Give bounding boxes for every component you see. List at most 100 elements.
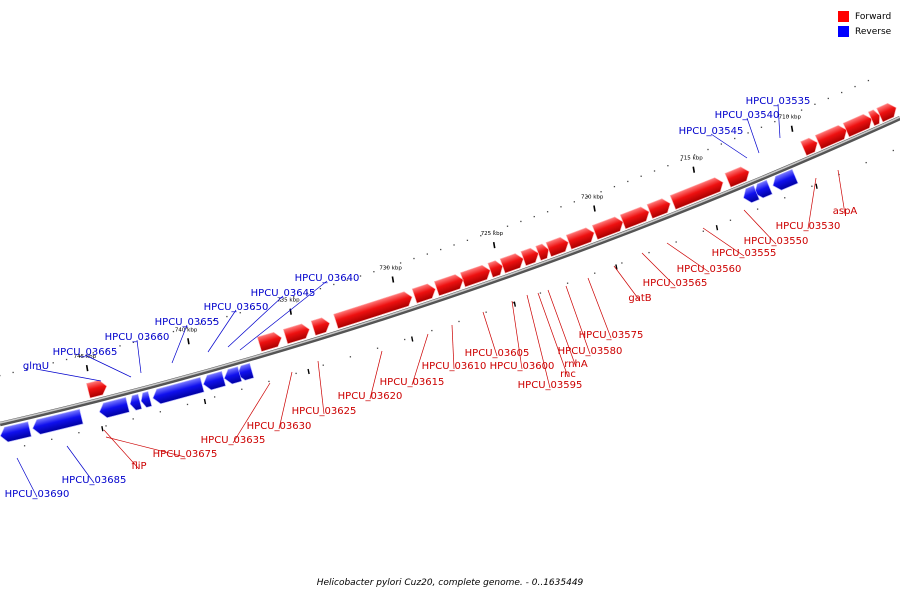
scale-tick-label: 715 kbp	[680, 156, 703, 162]
gene-leader-line	[411, 333, 429, 386]
gene-label: HPCU_03545	[679, 126, 744, 137]
gene-forward	[565, 227, 595, 250]
gene-forward	[499, 253, 524, 274]
scale-dot-lower	[729, 219, 732, 221]
scale-dot-lower	[458, 320, 460, 323]
scale-dot	[39, 365, 41, 367]
gene-shape	[669, 177, 724, 210]
scale-dot	[386, 266, 388, 269]
scale-tick-lower	[203, 398, 207, 405]
scale-dot	[79, 355, 81, 357]
gene-leader-line	[84, 354, 132, 378]
gene-shape	[256, 331, 282, 352]
gene-label: HPCU_03550	[744, 236, 809, 247]
gene-label: HPCU_03620	[338, 391, 403, 402]
scale-tick-label: 710 kbp	[779, 115, 802, 121]
scale-dot-lower	[186, 403, 189, 406]
scale-dot	[359, 275, 362, 277]
scale-tick-label: 725 kbp	[481, 231, 504, 237]
gene-leader-line	[227, 295, 284, 348]
gene-forward	[591, 216, 624, 240]
gene-leader-line	[16, 457, 38, 498]
scale-tick-label: 735 kbp	[277, 298, 300, 304]
gene-shape	[646, 198, 671, 219]
gene-reverse	[0, 421, 32, 443]
gene-label: HPCU_03635	[201, 435, 266, 446]
gene-forward	[333, 291, 413, 329]
scale-dot	[212, 319, 215, 322]
scale-tick-lower	[101, 426, 104, 432]
legend: Forward Reverse	[838, 9, 891, 39]
gene-label: glmU	[23, 361, 49, 372]
scale-dot-lower	[485, 311, 487, 313]
gene-shape	[867, 109, 880, 127]
gene-forward	[310, 317, 330, 336]
gene-label: HPCU_03655	[155, 317, 220, 328]
scale-dot-lower	[675, 241, 677, 243]
gene-shape	[223, 366, 243, 385]
gene-reverse	[743, 185, 760, 204]
gene-reverse	[236, 362, 255, 381]
scale-dot-lower	[594, 272, 596, 274]
gene-shape	[520, 247, 539, 267]
gene-leader-line	[807, 177, 817, 230]
gene-label: HPCU_03565	[643, 278, 708, 289]
scale-tick	[85, 364, 89, 372]
scale-dot	[747, 132, 749, 134]
gene-leader-line	[777, 103, 781, 139]
scale-dot-lower	[431, 329, 433, 332]
gene-label: HPCU_03580	[558, 346, 623, 357]
scale-dot	[226, 315, 228, 318]
scale-tick-lower	[307, 368, 310, 375]
gene-leader-line	[317, 360, 325, 415]
gene-forward	[814, 125, 848, 150]
scale-dot	[693, 154, 696, 156]
forward-swatch	[838, 11, 849, 22]
gene-shape	[743, 185, 760, 204]
scale-dot	[546, 211, 549, 213]
scale-dot-lower	[322, 364, 324, 366]
scale-dot-lower	[241, 388, 243, 390]
gene-forward	[256, 331, 282, 352]
gene-shape	[459, 264, 491, 288]
gene-label: fliP	[131, 461, 146, 472]
gene-reverse	[129, 393, 143, 411]
gene-reverse	[203, 371, 227, 391]
scale-dot	[573, 201, 575, 203]
gene-shape	[565, 227, 595, 250]
gene-leader-line	[710, 133, 748, 159]
scale-tick-lower	[411, 336, 414, 342]
gene-shape	[842, 113, 873, 138]
scale-dot	[65, 358, 68, 361]
scale-dot	[399, 262, 402, 264]
scale-dot	[426, 253, 428, 255]
gene-forward	[724, 166, 750, 188]
gene-shape	[86, 379, 108, 399]
legend-reverse: Reverse	[838, 24, 891, 39]
scale-dot-lower	[756, 208, 759, 210]
scale-dot	[480, 235, 482, 237]
gene-shape	[772, 168, 799, 191]
gene-label: HPCU_03530	[776, 221, 841, 232]
gene-forward	[619, 206, 650, 230]
scale-dot-lower	[51, 438, 53, 440]
scale-dot	[199, 323, 201, 325]
gene-label: HPCU_03600	[490, 361, 555, 372]
map-caption: Helicobacter pylori Cuz20, complete geno…	[316, 578, 584, 588]
gene-shape	[411, 283, 436, 304]
scale-dot	[867, 79, 870, 82]
gene-shape	[310, 317, 330, 336]
scale-tick-lower	[513, 301, 516, 307]
gene-leader-line	[136, 339, 142, 374]
gene-forward	[487, 260, 503, 278]
gene-leader-line	[482, 311, 498, 357]
scale-dot	[186, 327, 188, 329]
gene-label: HPCU_03535	[746, 96, 811, 107]
gene-forward	[520, 247, 539, 267]
gene-label: HPCU_03640	[295, 273, 360, 284]
scale-dot	[627, 180, 629, 183]
scale-dot-lower	[404, 338, 406, 341]
scale-dot	[800, 109, 803, 111]
scale-tick-lower	[815, 183, 818, 189]
gene-label: rnhA	[564, 359, 588, 370]
